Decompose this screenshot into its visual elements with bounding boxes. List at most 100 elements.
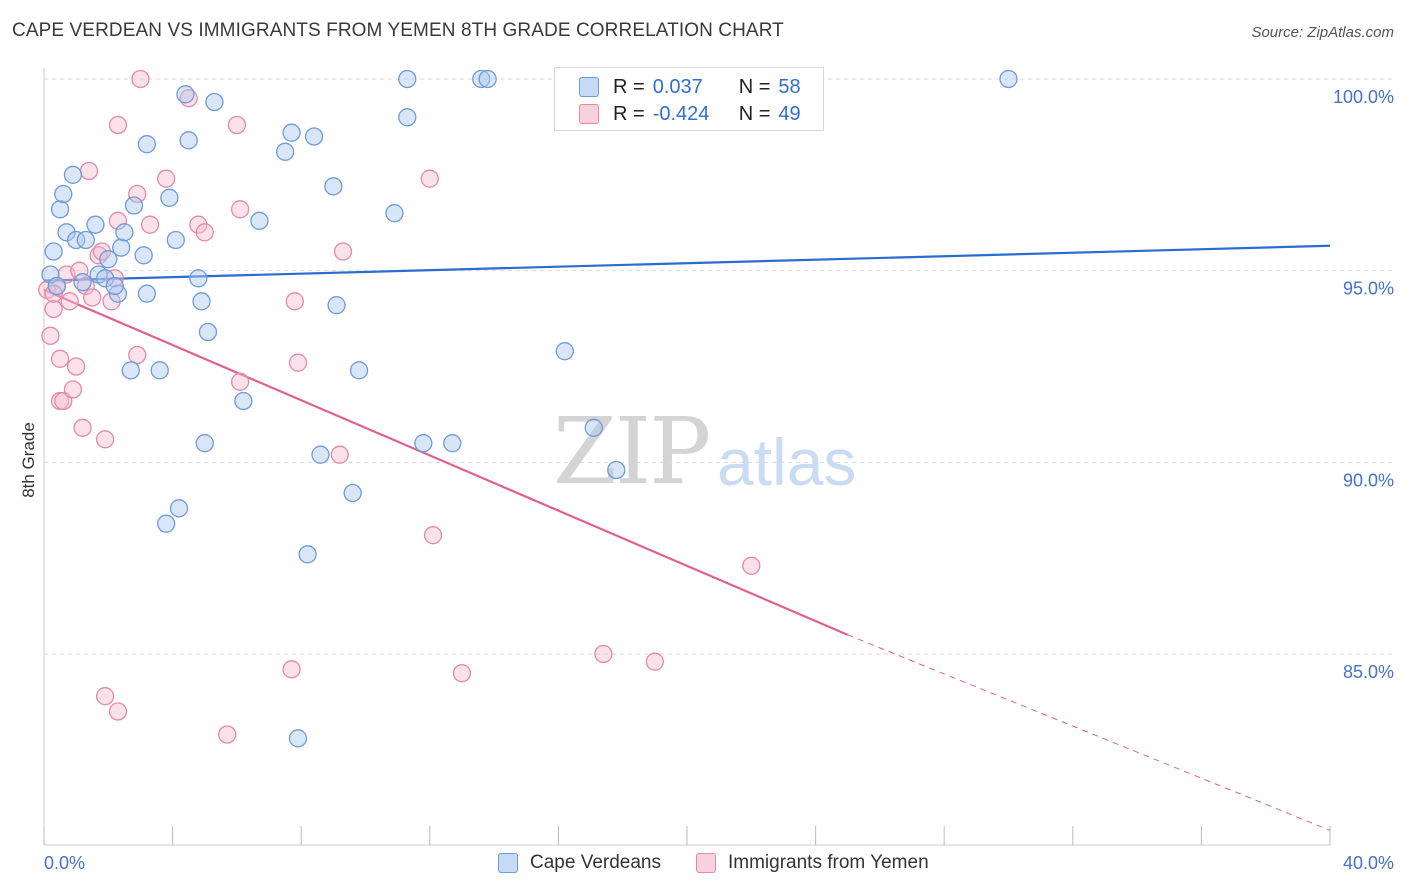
x-tick-label-max: 40.0% [1343,853,1394,873]
point-cape-verdean [99,250,118,269]
point-cape-verdean [398,108,417,127]
point-yemen [95,430,115,449]
point-cape-verdean [324,177,343,196]
legend-row-cape-verdean: R = 0.037 N = 58 [579,74,801,100]
watermark-zip: ZIP [553,398,711,505]
point-yemen [330,445,349,464]
point-yemen [420,169,439,188]
point-cape-verdean [169,499,189,518]
y-tick-label: 90.0% [1343,470,1394,490]
y-tick-label: 100.0% [1333,87,1394,107]
point-cape-verdean [311,445,330,464]
point-yemen [41,326,60,345]
point-yemen [227,115,247,135]
point-yemen [131,69,150,89]
trend-line-yemen [43,288,849,636]
correlation-legend: R = 0.037 N = 58 R = -0.424 N = 49 [554,67,824,131]
legend-swatch-blue [498,853,518,873]
point-cape-verdean [250,211,269,230]
point-cape-verdean [150,361,169,380]
legend-item-cape-verdeans[interactable]: Cape Verdeans [498,852,661,874]
point-cape-verdean [398,69,417,89]
point-yemen [230,372,250,391]
legend-r-label: R = [613,75,645,98]
point-yemen [140,215,160,234]
point-cape-verdean [304,127,324,146]
point-cape-verdean [179,131,198,150]
point-yemen [423,526,443,545]
legend-r-value: -0.424 [652,102,710,125]
point-yemen [60,292,79,311]
point-cape-verdean [288,729,308,748]
axes [43,68,1330,846]
trend-lines [43,244,1331,831]
point-cape-verdean [73,273,92,292]
point-yemen [108,115,128,135]
legend-n-label: N = [738,102,771,125]
trend-line-yemen [847,634,1331,831]
point-cape-verdean [86,215,105,234]
point-cape-verdean [95,269,115,288]
point-cape-verdean [134,246,153,265]
point-yemen [594,644,613,664]
x-tick-label-min: 0.0% [44,853,85,873]
y-tick-label: 95.0% [1343,279,1394,299]
point-cape-verdean [298,545,317,564]
y-axis-label: 8th Grade [19,422,38,498]
legend-label: Cape Verdeans [530,852,661,873]
point-yemen [44,299,63,319]
point-cape-verdean [63,165,83,184]
point-yemen [230,200,250,219]
point-yemen [452,664,472,683]
point-cape-verdean [198,322,218,342]
point-cape-verdean [67,230,86,250]
legend-r-label: R = [613,102,645,125]
legend-swatch-pink [696,853,716,873]
point-yemen [195,223,214,242]
point-yemen [83,288,102,307]
y-tick-label: 85.0% [1343,662,1394,682]
legend-row-yemen: R = -0.424 N = 49 [579,101,801,127]
legend-item-immigrants-yemen[interactable]: Immigrants from Yemen [696,852,929,874]
point-yemen [333,242,353,261]
point-cape-verdean [44,242,63,261]
point-cape-verdean [41,265,60,284]
point-cape-verdean [115,223,134,242]
point-yemen [70,261,89,280]
point-cape-verdean [124,196,144,215]
point-cape-verdean [607,460,626,480]
point-cape-verdean [478,69,497,89]
legend-swatch-pink [579,104,599,124]
point-yemen [95,687,115,706]
series-cape-verdean-points [41,69,1018,748]
series-legend: Cape Verdeans Immigrants from Yemen [0,852,1406,878]
point-cape-verdean [234,391,253,411]
point-cape-verdean [105,276,124,296]
point-yemen [108,702,128,721]
point-cape-verdean [343,483,362,503]
point-cape-verdean [160,188,179,207]
point-cape-verdean [282,123,301,142]
point-yemen [282,660,301,679]
point-yemen [288,353,308,372]
point-cape-verdean [443,434,462,453]
point-cape-verdean [555,342,574,361]
legend-n-value: 58 [778,75,801,98]
legend-n-label: N = [738,75,771,98]
point-cape-verdean [999,69,1018,89]
point-cape-verdean [195,434,214,453]
point-cape-verdean [137,135,157,154]
legend-label: Immigrants from Yemen [728,852,929,873]
point-cape-verdean [385,204,404,223]
series-yemen-points [38,69,761,744]
point-cape-verdean [189,269,208,288]
point-cape-verdean [157,514,176,533]
point-cape-verdean [327,296,346,315]
point-yemen [285,292,304,311]
point-yemen [67,357,86,376]
point-cape-verdean [349,361,369,380]
point-yemen [108,211,128,230]
point-cape-verdean [76,230,95,250]
y-tick-labels: 85.0% 90.0% 95.0% 100.0% [1333,87,1394,682]
